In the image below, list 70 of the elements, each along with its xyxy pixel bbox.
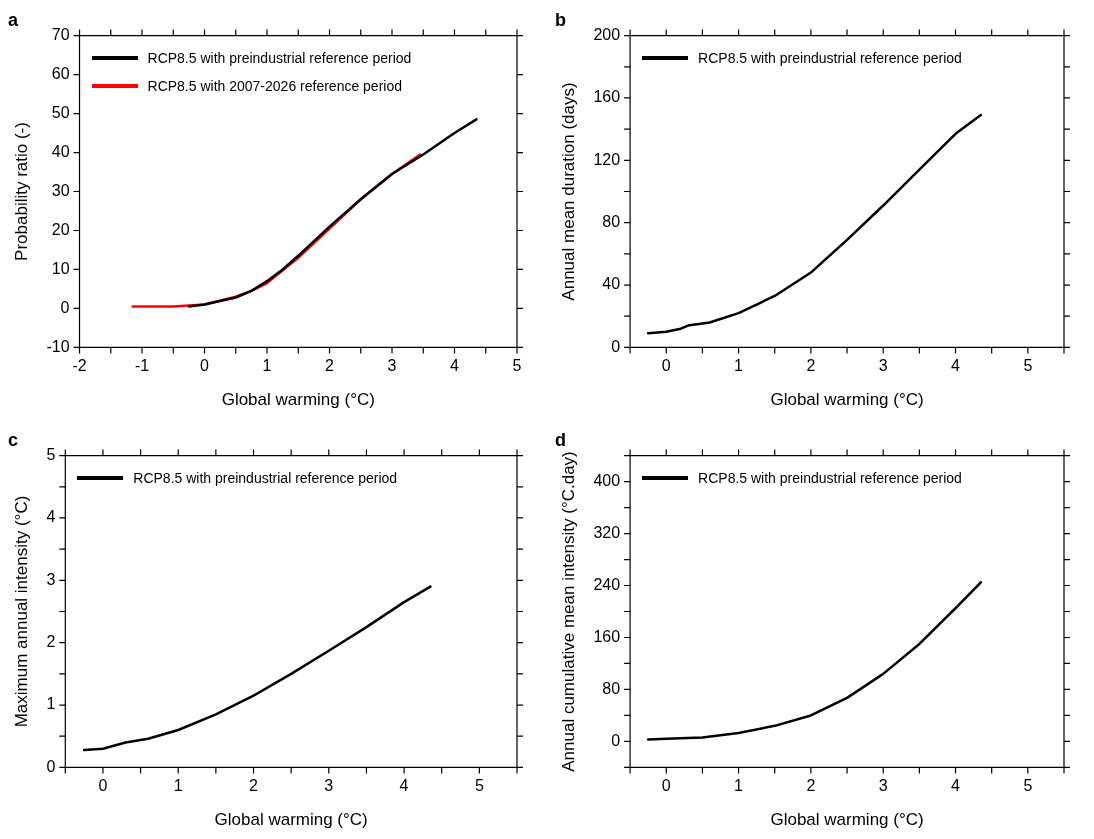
y-tick-label: 160 xyxy=(593,627,621,645)
y-tick-label: 2 xyxy=(46,633,56,651)
x-tick-label: 3 xyxy=(878,357,888,375)
x-tick-label: 5 xyxy=(512,357,522,375)
x-tick-label: 0 xyxy=(661,777,671,795)
x-axis-title: Global warming (°C) xyxy=(214,810,368,830)
y-tick-label: 30 xyxy=(51,181,70,199)
y-tick-label: 0 xyxy=(611,337,621,355)
legend-label: RCP8.5 with preindustrial reference period xyxy=(698,469,962,486)
y-tick-label: 400 xyxy=(593,471,621,489)
y-tick-label: 0 xyxy=(46,757,56,775)
y-tick-label: 5 xyxy=(46,446,56,464)
x-tick-label: 0 xyxy=(661,357,671,375)
x-tick-label: 1 xyxy=(262,357,272,375)
y-axis-title: Maximum annual intensity (°C) xyxy=(11,495,31,728)
y-tick-label: 1 xyxy=(46,695,56,713)
x-tick-label: 4 xyxy=(951,357,961,375)
y-tick-label: 20 xyxy=(51,220,70,238)
chart-title: b xyxy=(555,9,566,30)
y-tick-label: 320 xyxy=(593,523,621,541)
y-axis-title: Probability ratio (-) xyxy=(11,122,31,261)
legend-label: RCP8.5 with preindustrial reference period xyxy=(133,469,398,486)
y-tick-label: 80 xyxy=(602,213,621,231)
y-tick-label: 50 xyxy=(51,103,70,121)
x-axis-title: Global warming (°C) xyxy=(770,390,924,410)
chart-title: c xyxy=(8,429,19,450)
x-axis-title: Global warming (°C) xyxy=(221,390,375,410)
x-tick-label: 3 xyxy=(324,777,334,795)
x-tick-label: 4 xyxy=(450,357,460,375)
y-tick-label: 120 xyxy=(593,150,621,168)
y-tick-label: 240 xyxy=(593,575,621,593)
legend-label: RCP8.5 with 2007-2026 reference period xyxy=(147,77,403,94)
x-tick-label: 5 xyxy=(1023,357,1033,375)
y-tick-label: 160 xyxy=(593,88,621,106)
y-tick-label: 40 xyxy=(602,275,621,293)
y-tick-label: 4 xyxy=(46,508,56,526)
y-tick-label: 80 xyxy=(602,679,621,697)
legend-label: RCP8.5 with preindustrial reference period xyxy=(147,49,412,66)
x-tick-label: 3 xyxy=(387,357,397,375)
y-tick-label: 60 xyxy=(51,64,70,82)
y-tick-label: -10 xyxy=(46,337,70,355)
x-tick-label: 4 xyxy=(399,777,409,795)
x-tick-label: 2 xyxy=(325,357,335,375)
x-axis-title: Global warming (°C) xyxy=(770,810,924,830)
y-tick-label: 3 xyxy=(46,570,56,588)
y-tick-label: 0 xyxy=(60,298,70,316)
x-tick-label: 5 xyxy=(1023,777,1033,795)
x-tick-label: 1 xyxy=(173,777,183,795)
y-axis-title: Annual mean duration (days) xyxy=(558,82,578,301)
x-tick-label: 5 xyxy=(474,777,484,795)
chart-title: d xyxy=(555,429,566,450)
y-axis-title: Annual cumulative mean intensity (°C.day) xyxy=(558,451,578,772)
y-tick-label: 70 xyxy=(51,26,70,44)
legend-label: RCP8.5 with preindustrial reference period xyxy=(698,49,962,66)
x-tick-label: 2 xyxy=(806,357,816,375)
x-tick-label: 0 xyxy=(200,357,210,375)
x-tick-label: 4 xyxy=(951,777,961,795)
x-tick-label: 2 xyxy=(249,777,259,795)
x-tick-label: -1 xyxy=(134,357,150,375)
y-tick-label: 200 xyxy=(593,26,621,44)
x-tick-label: 1 xyxy=(734,777,744,795)
x-tick-label: -2 xyxy=(72,357,87,375)
x-tick-label: 1 xyxy=(734,357,744,375)
x-tick-label: 3 xyxy=(878,777,888,795)
chart-title: a xyxy=(8,9,19,30)
y-tick-label: 10 xyxy=(51,259,70,277)
x-tick-label: 0 xyxy=(98,777,108,795)
y-tick-label: 40 xyxy=(51,142,70,160)
y-tick-label: 0 xyxy=(611,731,621,749)
x-tick-label: 2 xyxy=(806,777,816,795)
